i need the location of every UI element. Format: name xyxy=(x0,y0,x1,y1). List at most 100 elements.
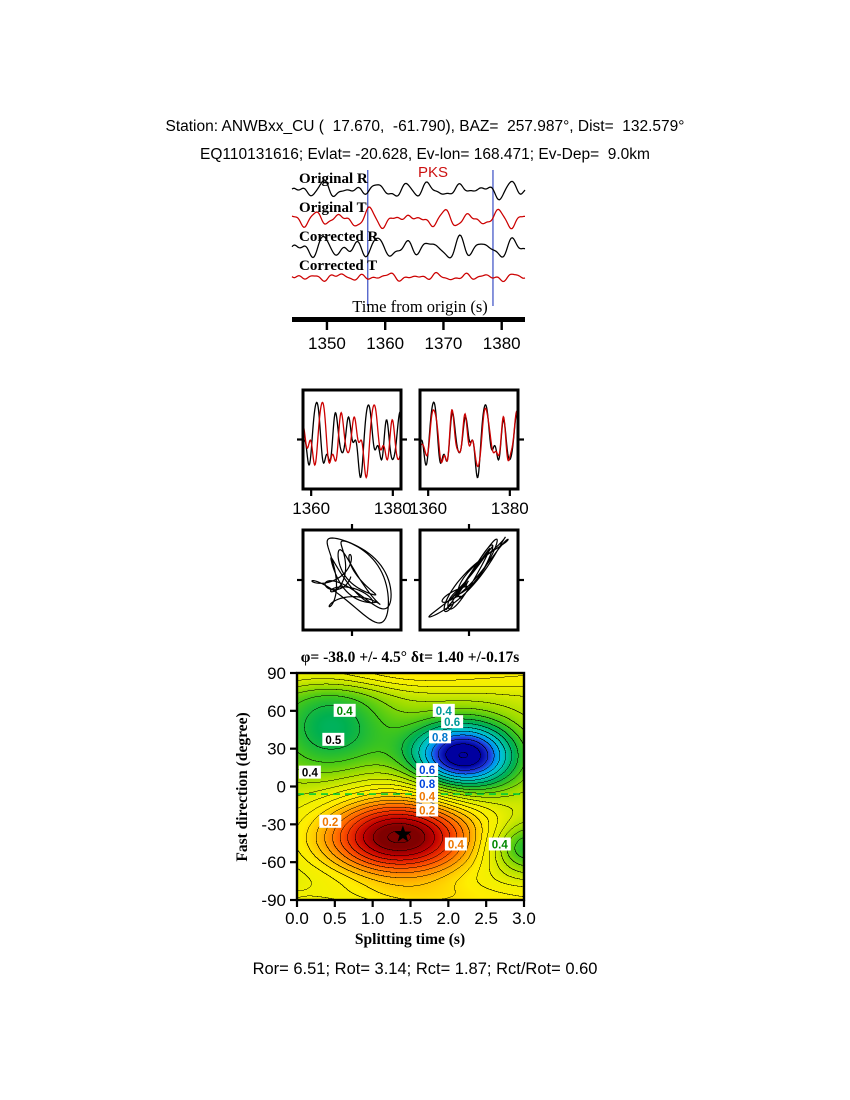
axis-tick xyxy=(310,489,313,496)
contour-label: 0.8 xyxy=(432,732,449,744)
axis-tick-label: 1360 xyxy=(292,499,330,518)
contour-label-box xyxy=(444,837,467,851)
best-solution-star xyxy=(394,825,412,842)
axis-tick xyxy=(350,630,354,636)
axis-tick-label: 1380 xyxy=(374,499,412,518)
axis-tick-label: 1380 xyxy=(483,334,521,353)
contour-label: 0.6 xyxy=(444,717,460,729)
axis-tick xyxy=(500,322,503,330)
seismogram-trace xyxy=(291,234,526,259)
window-trace-slow xyxy=(303,401,401,479)
axis-tick-label: 1360 xyxy=(366,334,404,353)
axis-tick xyxy=(427,489,430,496)
contour-label-box xyxy=(298,765,321,779)
axis-tick xyxy=(414,578,420,582)
axis-tick xyxy=(391,489,394,496)
surface-ylabel: Fast direction (degree) xyxy=(234,712,251,861)
surface-xlabel: Splitting time (s) xyxy=(355,931,465,948)
contour-label: 0.8 xyxy=(419,779,436,791)
contour-label: 0.6 xyxy=(419,765,435,777)
contour-label-box xyxy=(429,730,452,744)
contour-label: 0.2 xyxy=(322,817,338,829)
trace-label: Corrected T xyxy=(299,258,377,274)
time-axis-title: Time from origin (s) xyxy=(352,297,488,316)
axis-tick xyxy=(333,900,336,907)
axis-tick xyxy=(384,322,387,330)
contour-label-box xyxy=(416,776,439,790)
contour-label-box xyxy=(441,715,464,729)
axis-tick xyxy=(290,709,297,712)
axis-tick xyxy=(414,438,420,441)
contour-label-box xyxy=(488,837,511,851)
contour-label: 0.4 xyxy=(492,840,509,852)
trace-label: Corrected R xyxy=(299,229,378,245)
axis-tick xyxy=(485,900,488,907)
axis-tick-label: 1370 xyxy=(425,334,463,353)
window-trace-group xyxy=(420,401,518,479)
x-tick-label: 2.0 xyxy=(437,909,461,928)
axis-tick xyxy=(401,578,407,582)
contour-label: 0.4 xyxy=(436,706,453,718)
event-header: EQ110131616; Evlat= -20.628, Ev-lon= 168… xyxy=(200,146,650,163)
surface-frame xyxy=(295,671,526,902)
axis-tick xyxy=(467,524,471,530)
contour-label-box xyxy=(416,789,439,803)
y-tick-label: -90 xyxy=(261,891,286,910)
y-tick-label: 30 xyxy=(267,740,286,759)
station-header: Station: ANWBxx_CU ( 17.670, -61.790), B… xyxy=(165,118,685,135)
x-tick-label: 2.5 xyxy=(474,909,498,928)
axis-tick-label: 1380 xyxy=(491,499,529,518)
axis-tick xyxy=(290,785,297,788)
y-tick-label: -60 xyxy=(261,853,286,872)
window-trace-group xyxy=(303,401,401,479)
axis-tick xyxy=(447,900,450,907)
contour-label-box xyxy=(416,803,439,817)
axis-tick xyxy=(467,630,471,636)
particle-motion-path xyxy=(311,537,392,624)
axis-tick xyxy=(290,747,297,750)
x-tick-label: 0.0 xyxy=(285,909,309,928)
contour-label: 0.5 xyxy=(325,735,342,747)
axis-tick xyxy=(290,898,297,902)
axis-tick-label: 1350 xyxy=(308,334,346,353)
axis-tick xyxy=(297,578,303,582)
contour-label: 0.2 xyxy=(419,805,435,817)
axis-tick xyxy=(522,900,526,907)
axis-tick xyxy=(350,524,354,530)
contour-label-box xyxy=(333,703,356,717)
contour-label-box xyxy=(319,814,342,828)
axis-tick xyxy=(295,900,299,907)
axis-tick xyxy=(290,671,297,675)
axis-tick xyxy=(508,489,511,496)
x-tick-label: 1.5 xyxy=(399,909,423,928)
contour-label: 0.4 xyxy=(337,706,354,718)
x-tick-label: 1.0 xyxy=(361,909,385,928)
window-trace-matched xyxy=(420,407,518,468)
contour-label-box xyxy=(432,703,455,717)
axis-tick xyxy=(518,438,524,441)
x-tick-label: 3.0 xyxy=(512,909,536,928)
particle-motion-path xyxy=(428,536,509,618)
contour-label: 0.4 xyxy=(419,792,436,804)
contour-label-box xyxy=(416,763,439,777)
seismogram-trace xyxy=(291,179,526,201)
trace-label: Original R xyxy=(299,171,368,187)
axis-tick xyxy=(290,861,297,864)
contour-label: 0.4 xyxy=(302,768,319,780)
y-tick-label: 0 xyxy=(277,778,286,797)
contour-label: 0.4 xyxy=(448,840,465,852)
trace-label: Original T xyxy=(299,200,367,216)
axis-tick xyxy=(401,438,407,441)
time-axis xyxy=(292,317,525,322)
axis-tick xyxy=(518,578,524,582)
y-tick-label: 90 xyxy=(267,664,286,683)
y-tick-label: 60 xyxy=(267,702,286,721)
surface-title: φ= -38.0 +/- 4.5° δt= 1.40 +/-0.17s xyxy=(301,649,520,666)
phase-label: PKS xyxy=(418,164,448,181)
axis-tick-label: 1360 xyxy=(409,499,447,518)
y-tick-label: -30 xyxy=(261,815,286,834)
seismogram-trace xyxy=(291,271,526,283)
axis-tick xyxy=(325,322,329,330)
